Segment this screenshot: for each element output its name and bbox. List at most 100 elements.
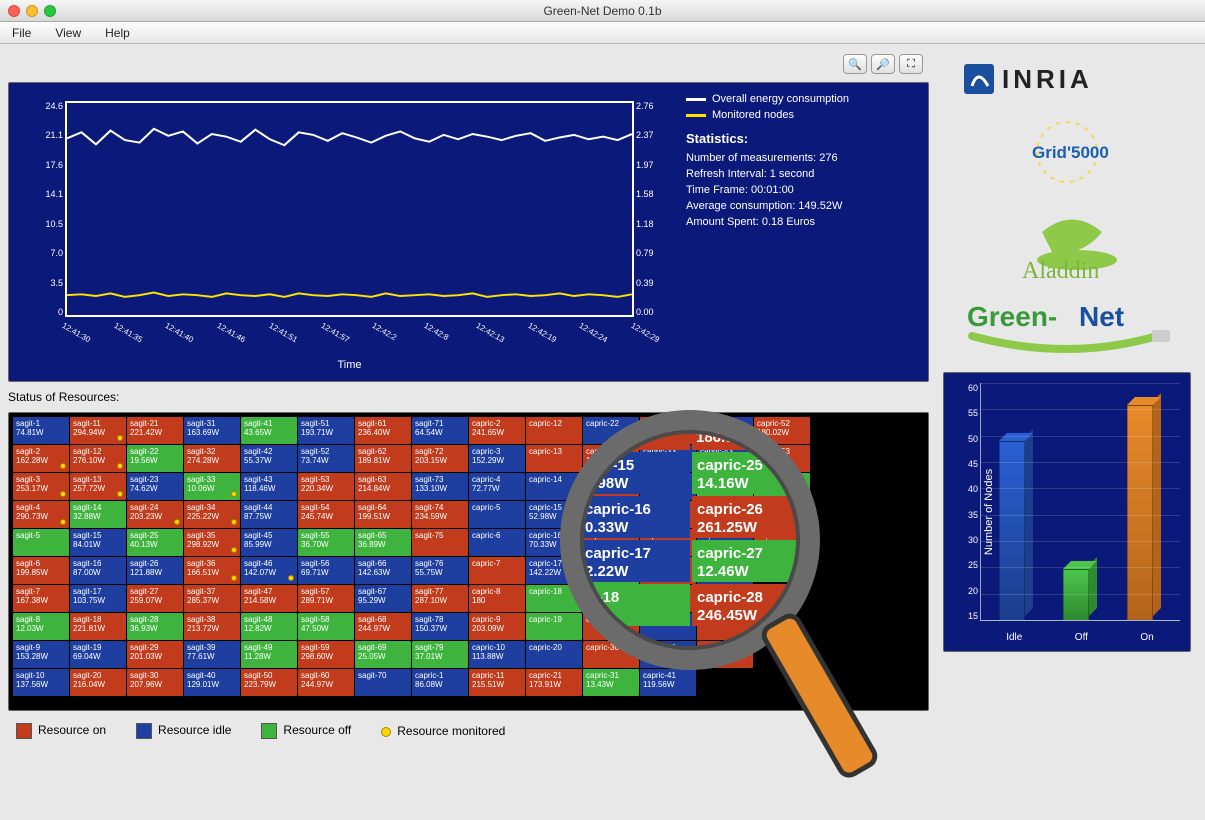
node-cell[interactable]: capric-24 — [583, 473, 639, 500]
node-cell[interactable]: sagit-24203.23W — [127, 501, 183, 528]
node-cell[interactable]: sagit-4255.37W — [241, 445, 297, 472]
node-cell[interactable]: sagit-70 — [355, 669, 411, 696]
node-cell[interactable]: sagit-60244.97W — [298, 669, 354, 696]
node-cell[interactable]: sagit-27259.07W — [127, 585, 183, 612]
node-cell[interactable]: sagit-1584.01W — [70, 529, 126, 556]
node-cell[interactable]: sagit-77287.10W — [412, 585, 468, 612]
node-cell[interactable]: capric-28246.45W — [583, 585, 639, 612]
node-cell[interactable]: capric-34 — [640, 473, 696, 500]
node-cell[interactable]: sagit-2374.62W — [127, 473, 183, 500]
node-cell[interactable]: sagit-6795.29W — [355, 585, 411, 612]
node-cell[interactable]: capric-35 — [640, 501, 696, 528]
node-cell[interactable]: capric-48 — [697, 585, 753, 612]
node-cell[interactable]: sagit-59298.60W — [298, 641, 354, 668]
node-cell[interactable]: sagit-4143.65W — [241, 417, 297, 444]
node-cell[interactable]: capric-36133 — [640, 529, 696, 556]
node-cell[interactable]: capric-12 — [526, 417, 582, 444]
node-cell[interactable]: sagit-5847.50W — [298, 613, 354, 640]
node-cell[interactable]: capric-38 — [640, 585, 696, 612]
node-cell[interactable]: sagit-7167.38W — [13, 585, 69, 612]
node-cell[interactable]: sagit-40129.01W — [184, 669, 240, 696]
node-cell[interactable]: sagit-1687.00W — [70, 557, 126, 584]
node-cell[interactable]: capric-22 — [583, 417, 639, 444]
node-cell[interactable]: sagit-74234.59W — [412, 501, 468, 528]
node-cell[interactable]: sagit-62189.81W — [355, 445, 411, 472]
node-cell[interactable]: capric-6 — [469, 529, 525, 556]
node-cell[interactable]: sagit-5273.74W — [298, 445, 354, 472]
node-cell[interactable]: sagit-50223.79W — [241, 669, 297, 696]
node-cell[interactable]: sagit-57289.71W — [298, 585, 354, 612]
zoom-out-button[interactable]: 🔎 — [871, 54, 895, 74]
node-cell[interactable]: capric-4414.68W — [697, 473, 753, 500]
node-cell[interactable]: capric-11215.51W — [469, 669, 525, 696]
node-cell[interactable]: sagit-4290.73W — [13, 501, 69, 528]
node-cell[interactable]: sagit-43118.46W — [241, 473, 297, 500]
node-cell[interactable]: sagit-34225.22W — [184, 501, 240, 528]
menu-file[interactable]: File — [12, 26, 31, 40]
node-cell[interactable]: capric-39 — [640, 613, 696, 640]
node-cell[interactable]: sagit-2219.56W — [127, 445, 183, 472]
node-cell[interactable]: sagit-30207.96W — [127, 669, 183, 696]
node-cell[interactable]: capric-3152.29W — [469, 445, 525, 472]
node-cell[interactable]: sagit-3310.06W — [184, 473, 240, 500]
node-cell[interactable]: sagit-4585.99W — [241, 529, 297, 556]
node-cell[interactable]: capric-17142.22W — [526, 557, 582, 584]
node-cell[interactable]: capric-1670.33W — [526, 529, 582, 556]
node-cell[interactable]: capric-3113.43W — [583, 669, 639, 696]
node-cell[interactable]: capric-29 — [583, 613, 639, 640]
node-cell[interactable]: sagit-31163.69W — [184, 417, 240, 444]
node-cell[interactable]: capric-10113.88W — [469, 641, 525, 668]
node-cell[interactable]: capric-472.77W — [469, 473, 525, 500]
node-cell[interactable]: capric-50 — [697, 641, 753, 668]
node-cell[interactable]: sagit-72203.15W — [412, 445, 468, 472]
node-cell[interactable]: sagit-32274.28W — [184, 445, 240, 472]
node-cell[interactable]: sagit-13257.72W — [70, 473, 126, 500]
node-cell[interactable]: sagit-5536.70W — [298, 529, 354, 556]
node-cell[interactable]: sagit-18221.81W — [70, 613, 126, 640]
node-cell[interactable]: sagit-3977.61W — [184, 641, 240, 668]
node-cell[interactable]: sagit-75 — [412, 529, 468, 556]
node-cell[interactable]: sagit-37285.37W — [184, 585, 240, 612]
node-cell[interactable]: capric-32150.15W — [640, 417, 696, 444]
node-cell[interactable]: capric-33 — [640, 445, 696, 472]
node-cell[interactable]: capric-46 — [697, 529, 753, 556]
node-cell[interactable]: capric-49 — [697, 613, 753, 640]
node-cell[interactable]: sagit-38213.72W — [184, 613, 240, 640]
node-cell[interactable]: capric-43130.27W — [697, 445, 753, 472]
node-cell[interactable]: sagit-11294.94W — [70, 417, 126, 444]
node-cell[interactable]: capric-20 — [526, 641, 582, 668]
node-cell[interactable]: sagit-4911.28W — [241, 641, 297, 668]
node-cell[interactable]: sagit-6199.85W — [13, 557, 69, 584]
node-cell[interactable]: capric-5543.12W — [754, 501, 810, 528]
node-cell[interactable]: sagit-73133.10W — [412, 473, 468, 500]
node-cell[interactable]: capric-5 — [469, 501, 525, 528]
node-cell[interactable]: sagit-21221.42W — [127, 417, 183, 444]
node-cell[interactable]: capric-1552.98W — [526, 501, 582, 528]
node-cell[interactable]: sagit-7655.75W — [412, 557, 468, 584]
node-cell[interactable]: sagit-7937.01W — [412, 641, 468, 668]
node-cell[interactable]: sagit-63214.84W — [355, 473, 411, 500]
node-cell[interactable]: sagit-10137.56W — [13, 669, 69, 696]
node-cell[interactable]: sagit-54245.74W — [298, 501, 354, 528]
node-cell[interactable]: sagit-1969.04W — [70, 641, 126, 668]
node-cell[interactable]: sagit-35298.92W — [184, 529, 240, 556]
zoom-in-button[interactable]: 🔍 — [843, 54, 867, 74]
node-cell[interactable]: capric-8180 — [469, 585, 525, 612]
node-cell[interactable]: sagit-812.03W — [13, 613, 69, 640]
node-cell[interactable]: capric-26261.25W — [583, 529, 639, 556]
node-cell[interactable]: capric-56171.48W — [754, 529, 810, 556]
node-cell[interactable]: capric-30 — [583, 641, 639, 668]
node-cell[interactable]: capric-52180.02W — [754, 417, 810, 444]
node-cell[interactable]: sagit-20216.04W — [70, 669, 126, 696]
node-cell[interactable]: sagit-1432.88W — [70, 501, 126, 528]
node-cell[interactable]: capric-53226.64W — [754, 445, 810, 472]
node-cell[interactable]: sagit-51193.71W — [298, 417, 354, 444]
node-cell[interactable]: capric-4283.97W — [697, 417, 753, 444]
node-cell[interactable]: capric-9203.09W — [469, 613, 525, 640]
node-cell[interactable]: sagit-17103.75W — [70, 585, 126, 612]
fullscreen-button[interactable]: ⛶ — [899, 54, 923, 74]
node-cell[interactable]: sagit-2162.28W — [13, 445, 69, 472]
node-cell[interactable]: capric-5440.37W — [754, 473, 810, 500]
node-cell[interactable]: capric-19 — [526, 613, 582, 640]
node-cell[interactable]: sagit-6925.05W — [355, 641, 411, 668]
